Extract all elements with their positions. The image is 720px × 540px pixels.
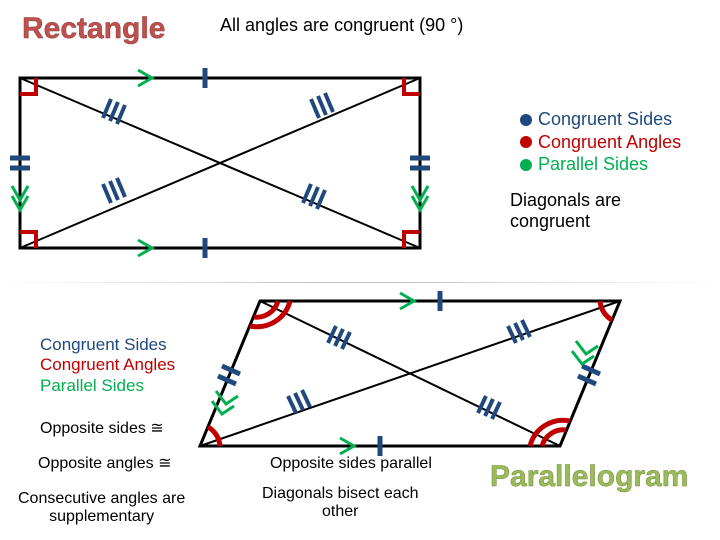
legend-bottom: Congruent Sides Congruent Angles Paralle… [40, 335, 175, 396]
consecutive-angles-note: Consecutive angles are supplementary [18, 490, 185, 527]
legend-label: Congruent Sides [40, 335, 175, 355]
parallelogram-diagram [180, 286, 660, 476]
legend-label: Parallel Sides [40, 376, 175, 396]
legend-item: Parallel Sides [520, 154, 681, 176]
legend-label: Congruent Angles [40, 355, 175, 375]
angles-congruent-text: All angles are congruent (90 °) [220, 15, 463, 36]
legend-label: Parallel Sides [538, 154, 648, 176]
opposite-sides-congruent-note: Opposite sides ≅ [40, 420, 164, 438]
diagonals-bisect-note: Diagonals bisect each other [262, 485, 419, 522]
bullet-icon [520, 114, 532, 126]
parallelogram-title: Parallelogram [490, 460, 688, 494]
legend-label: Congruent Angles [538, 132, 681, 154]
legend-item: Congruent Angles [520, 132, 681, 154]
bullet-icon [520, 159, 532, 171]
legend-label: Congruent Sides [538, 109, 672, 131]
opposite-sides-parallel-note: Opposite sides parallel [270, 455, 432, 473]
bullet-icon [520, 136, 532, 148]
rectangle-diagonals-note: Diagonals are congruent [510, 190, 621, 231]
rectangle-diagram [0, 58, 440, 268]
legend-item: Congruent Sides [520, 109, 681, 131]
section-divider [0, 282, 720, 283]
rectangle-title: Rectangle [22, 12, 165, 46]
legend-top: Congruent Sides Congruent Angles Paralle… [520, 108, 681, 177]
opposite-angles-congruent-note: Opposite angles ≅ [38, 455, 171, 473]
